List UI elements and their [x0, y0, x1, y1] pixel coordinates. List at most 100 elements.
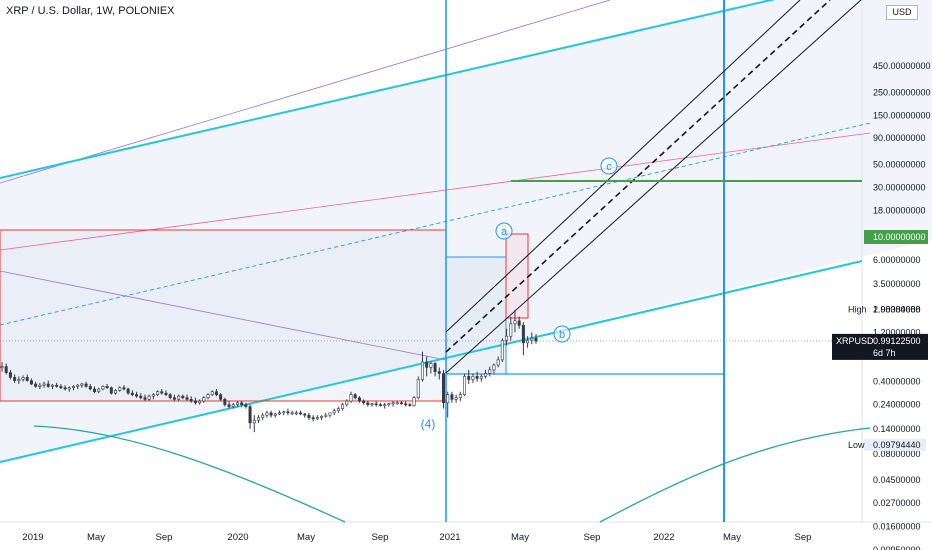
- candle-body: [50, 384, 54, 387]
- wave-label-a-circle: [495, 222, 513, 240]
- candle-body: [479, 376, 483, 379]
- candle-body: [80, 383, 84, 386]
- time-tick-label: 2022: [653, 532, 674, 543]
- candle-body: [193, 400, 197, 404]
- candle-body: [13, 377, 17, 381]
- time-tick-label: Sep: [795, 532, 812, 543]
- time-tick-label: 2021: [439, 532, 460, 543]
- cycle-wave-left: [33, 425, 346, 523]
- candle-body: [383, 404, 387, 406]
- candle-body: [286, 411, 290, 414]
- candle-body: [374, 403, 378, 406]
- candle-body: [235, 402, 239, 405]
- candle-body: [206, 394, 210, 399]
- candle-body: [446, 394, 450, 404]
- candle-body: [181, 395, 185, 399]
- candle-body: [290, 412, 294, 415]
- time-tick-label: May: [297, 532, 315, 543]
- candle-body: [160, 391, 164, 394]
- candle-body: [408, 404, 412, 406]
- cyan-channel-upper: [0, 0, 776, 179]
- candle-body: [151, 394, 155, 397]
- candle-body: [265, 412, 269, 416]
- candle-body: [526, 340, 530, 344]
- wave-box-fill: [446, 257, 506, 374]
- candle-body: [404, 403, 408, 406]
- candle-body: [463, 376, 467, 395]
- candle-body: [76, 384, 80, 387]
- candle-body: [509, 323, 513, 337]
- candle-body: [168, 394, 172, 399]
- candle-body: [534, 338, 538, 342]
- candle-body: [366, 402, 370, 405]
- time-tick-label: Sep: [372, 532, 389, 543]
- candle-body: [307, 414, 311, 418]
- price-tick-label: 450.00000000: [873, 61, 931, 71]
- candle-body: [299, 412, 303, 415]
- candle-body: [345, 400, 349, 405]
- candle-body: [34, 383, 38, 387]
- wave-label-b: b: [559, 329, 565, 341]
- candle-body: [391, 402, 395, 405]
- candle-body: [240, 402, 244, 405]
- candle-body: [517, 320, 521, 326]
- time-tick-label: May: [723, 532, 741, 543]
- candle-body: [513, 320, 517, 325]
- low-value-bg: [864, 438, 926, 451]
- candle-body: [412, 397, 416, 406]
- candle-body: [433, 363, 437, 372]
- candle-body: [71, 386, 75, 388]
- candle-body: [315, 417, 319, 420]
- candle-body: [441, 373, 445, 404]
- candle-body: [357, 397, 361, 402]
- low-label: Low: [848, 440, 865, 450]
- price-tick-label: 2.00000000: [873, 304, 921, 314]
- target-value-bg: [864, 230, 928, 244]
- price-tick-label: 0.01600000: [873, 521, 921, 531]
- candle-body: [4, 366, 8, 373]
- candle-body: [8, 372, 12, 378]
- candle-body: [109, 387, 113, 394]
- candle-body: [126, 388, 130, 394]
- current-symbol: XRPUSD: [836, 336, 874, 346]
- candle-body: [21, 377, 25, 380]
- time-tick-label: Sep: [156, 532, 173, 543]
- candle-body: [420, 361, 424, 380]
- candle-body: [454, 397, 458, 400]
- price-tick-label: 0.02700000: [873, 498, 921, 508]
- candle-body: [282, 411, 286, 414]
- candle-body: [261, 414, 265, 418]
- purple-trendline-upper: [0, 0, 611, 184]
- candle-body: [336, 408, 340, 411]
- candle-body: [248, 406, 252, 424]
- wave-label-4: (4): [421, 417, 436, 431]
- wave-label-c-circle: [600, 157, 618, 175]
- candle-body: [210, 391, 214, 395]
- time-tick-label: May: [511, 532, 529, 543]
- candle-body: [320, 416, 324, 418]
- wave-label-a: a: [501, 226, 508, 238]
- price-tick-label: 30.00000000: [873, 183, 926, 193]
- candle-body: [130, 392, 134, 395]
- price-tick-label: 0.14000000: [873, 424, 921, 434]
- candle-body: [88, 386, 92, 390]
- wave-label-b-circle: [553, 325, 571, 343]
- candle-body: [38, 384, 42, 387]
- candle-body: [488, 369, 492, 374]
- price-tick-label: 90.00000000: [873, 133, 926, 143]
- price-tick-label: 0.08000000: [873, 449, 921, 459]
- wave-label-c: c: [606, 161, 612, 173]
- price-tick-label: 0.24000000: [873, 400, 921, 410]
- candle-body: [387, 403, 391, 406]
- candle-body: [101, 386, 105, 390]
- candle-body: [156, 391, 160, 395]
- currency-badge[interactable]: USD: [886, 5, 918, 20]
- candle-body: [475, 376, 479, 379]
- candle-body: [177, 395, 181, 400]
- candle-body: [114, 390, 118, 394]
- price-tick-label: 3.50000000: [873, 279, 921, 289]
- candle-body: [135, 394, 139, 397]
- candle-body: [370, 403, 374, 406]
- candle-body: [93, 388, 97, 393]
